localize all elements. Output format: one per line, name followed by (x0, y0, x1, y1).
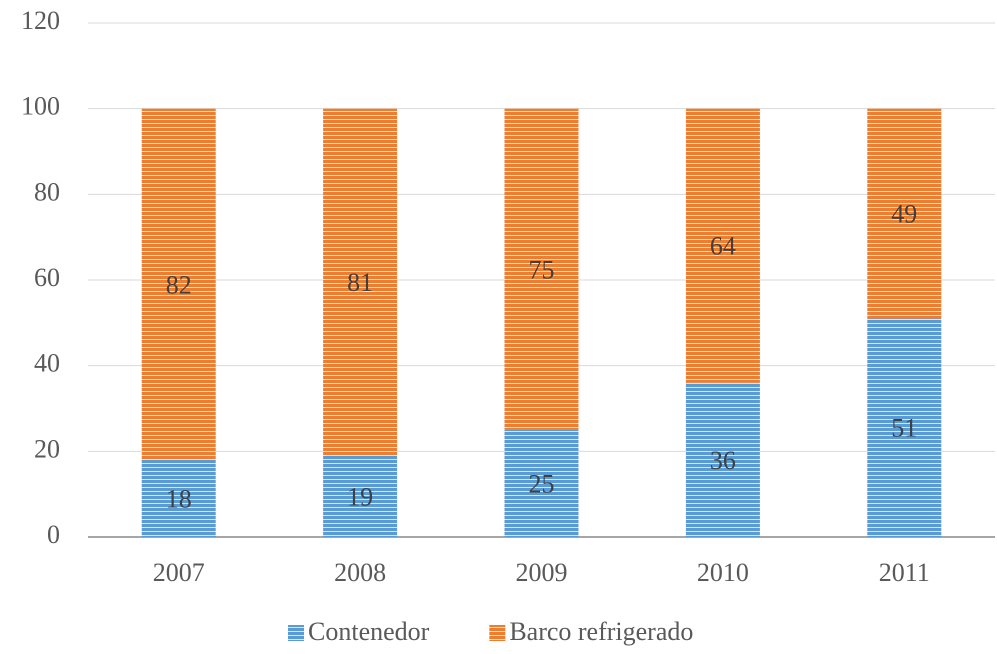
data-label: 49 (891, 200, 917, 229)
data-label: 51 (891, 414, 917, 443)
data-label: 82 (166, 270, 192, 299)
bar-segment (141, 108, 216, 460)
y-tick-label: 120 (21, 6, 60, 35)
data-label: 18 (166, 484, 192, 513)
bar-segment (504, 429, 579, 537)
x-tick-label: 2008 (334, 558, 386, 587)
data-label: 36 (710, 446, 736, 475)
data-label: 75 (529, 255, 555, 284)
bar-segment (867, 318, 942, 537)
y-tick-label: 100 (21, 92, 60, 121)
data-label: 25 (529, 469, 555, 498)
legend-swatch (288, 625, 304, 641)
legend-label: Barco refrigerado (509, 617, 693, 646)
data-label: 81 (347, 268, 373, 297)
data-label: 19 (347, 482, 373, 511)
x-tick-label: 2010 (697, 558, 749, 587)
data-label: 64 (710, 232, 736, 261)
bar-segment (867, 108, 942, 319)
bar-segment (504, 108, 579, 430)
x-tick-label: 2007 (153, 558, 205, 587)
bar-segment (685, 382, 760, 537)
y-tick-label: 80 (34, 177, 60, 206)
legend-label: Contenedor (308, 617, 430, 646)
y-tick-label: 40 (34, 349, 60, 378)
y-tick-label: 60 (34, 263, 60, 292)
y-tick-label: 0 (47, 520, 60, 549)
x-tick-label: 2011 (879, 558, 930, 587)
bar-segment (323, 455, 398, 537)
bar-segment (323, 108, 398, 456)
bar-segment (141, 459, 216, 537)
legend-swatch (489, 625, 506, 641)
x-tick-label: 2009 (516, 558, 568, 587)
bar-segment (685, 108, 760, 383)
y-tick-label: 20 (34, 434, 60, 463)
